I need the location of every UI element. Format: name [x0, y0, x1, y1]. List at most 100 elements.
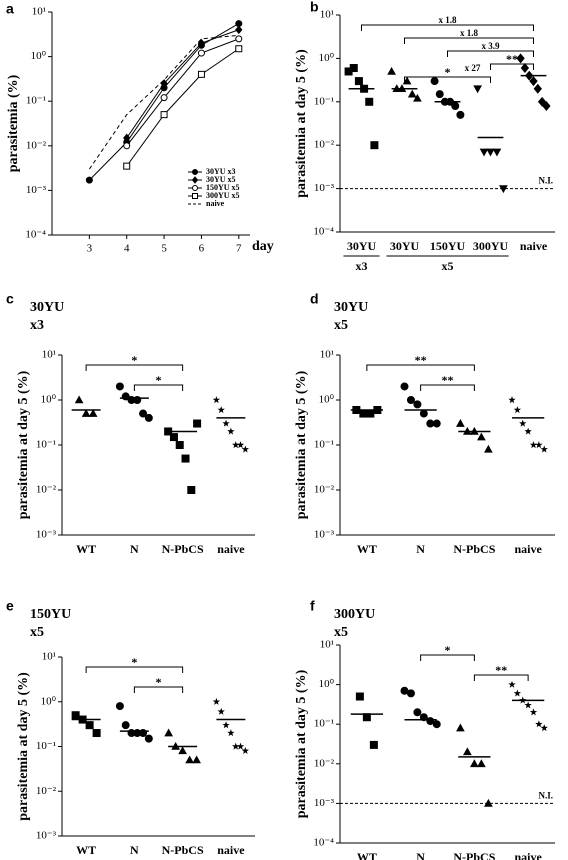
point	[235, 25, 243, 35]
bracket-label: *	[156, 675, 162, 689]
y-tick-label: 10¹	[42, 651, 56, 663]
point	[164, 728, 173, 737]
point	[524, 427, 532, 435]
panel-label: a	[6, 1, 14, 17]
panel-title: 150YU	[30, 607, 71, 622]
point	[406, 689, 415, 698]
legend-label: 150YU x5	[206, 183, 240, 192]
y-axis-label: parasitemia at day 5 (%)	[16, 370, 31, 519]
point	[241, 445, 250, 453]
point	[144, 734, 153, 743]
point	[235, 45, 243, 53]
point	[407, 89, 417, 98]
point	[499, 185, 508, 194]
bracket	[85, 364, 184, 371]
bracket-label: *	[131, 353, 137, 367]
point	[227, 729, 235, 737]
series-line	[126, 38, 239, 147]
point	[540, 724, 548, 732]
point	[456, 110, 465, 119]
bracket-label: **	[495, 663, 507, 677]
point	[241, 746, 250, 754]
point	[369, 740, 378, 749]
point	[537, 96, 547, 107]
bracket	[404, 76, 491, 83]
y-axis-label: parasitemia at day 5 (%)	[16, 672, 31, 821]
y-axis-label: parasitemia (%)	[6, 74, 21, 172]
point	[123, 133, 131, 143]
point	[217, 406, 225, 414]
y-axis-label: parasitemia at day 5 (%)	[294, 49, 309, 198]
y-tick-label: 10⁻³	[314, 797, 335, 809]
y-tick-label: 10⁻³	[314, 182, 335, 194]
point	[529, 76, 538, 87]
bracket-note: x 27	[465, 63, 481, 73]
y-tick-label: 10⁻²	[36, 484, 57, 496]
legend-marker	[191, 176, 199, 184]
x-tick-label: naive	[520, 239, 548, 253]
point	[85, 721, 94, 730]
point	[236, 441, 245, 449]
point	[473, 85, 482, 94]
bracket	[404, 37, 534, 44]
point	[484, 798, 493, 807]
y-tick-label: 10¹	[32, 6, 46, 18]
legend-label: 300YU x5	[206, 191, 240, 200]
point	[355, 692, 364, 701]
point	[470, 759, 479, 768]
x-tick-label: 4	[124, 243, 130, 255]
series-line	[126, 29, 239, 139]
x-tick-label: naive	[217, 542, 245, 556]
point	[432, 720, 441, 729]
point	[406, 396, 415, 404]
y-tick-label: 10⁰	[319, 678, 335, 690]
y-axis-label: parasitemia at day 5 (%)	[294, 669, 309, 818]
point	[492, 148, 502, 157]
point	[178, 746, 187, 755]
point	[456, 419, 465, 427]
y-tick-label: 10⁻²	[36, 785, 57, 797]
bracket-label: *	[445, 65, 451, 79]
bracket	[473, 674, 529, 681]
panel-subtitle: x5	[30, 625, 44, 640]
point	[513, 406, 522, 414]
bracket	[366, 364, 475, 371]
panel-label: b	[310, 0, 319, 15]
panel-subtitle: x3	[30, 318, 44, 333]
sublabel: x3	[356, 259, 368, 273]
point	[193, 419, 202, 428]
y-tick-label: 10⁻³	[36, 529, 57, 541]
bracket-label: **	[506, 52, 518, 66]
y-tick-label: 10¹	[320, 639, 334, 651]
x-tick-label: N	[416, 542, 425, 556]
bracket-label: **	[415, 353, 427, 367]
bracket	[447, 50, 534, 57]
point	[519, 419, 527, 427]
legend-marker	[192, 193, 198, 199]
point	[529, 708, 538, 716]
point	[477, 759, 486, 768]
bracket-label: **	[442, 373, 454, 387]
point	[451, 102, 460, 111]
point	[160, 111, 168, 119]
y-tick-label: 10⁰	[319, 52, 335, 64]
legend-marker	[192, 169, 198, 175]
panel-title: 30YU	[334, 300, 368, 315]
point	[484, 444, 493, 453]
bracket-label: *	[445, 643, 451, 657]
y-tick-label: 10⁻²	[314, 757, 335, 769]
point	[175, 441, 184, 449]
bracket-label: *	[156, 373, 162, 387]
point	[365, 97, 374, 106]
point	[222, 721, 230, 729]
y-tick-label: 10⁻¹	[26, 95, 46, 107]
point	[413, 93, 422, 102]
point	[479, 148, 489, 157]
x-tick-label: 7	[236, 243, 242, 255]
panel-title: 30YU	[30, 300, 64, 315]
point	[227, 427, 235, 435]
point	[533, 83, 542, 94]
point	[169, 433, 178, 442]
point	[359, 409, 368, 418]
point	[387, 66, 396, 75]
